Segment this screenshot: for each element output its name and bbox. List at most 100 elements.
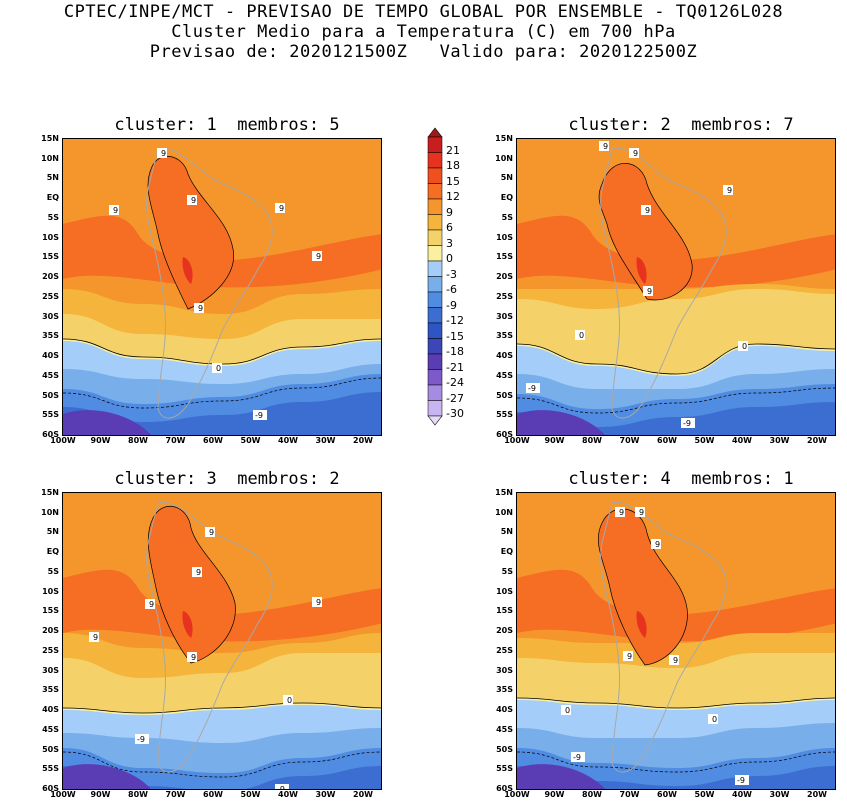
lon-tick-label: 70W: [619, 436, 640, 445]
contour-label-9: 9: [641, 205, 651, 215]
lat-tick-label: 35S: [42, 331, 59, 341]
svg-text:0: 0: [287, 696, 292, 705]
colorbar-svg: [427, 127, 443, 426]
colorbar-swatch: [427, 353, 443, 370]
colorbar-label: 0: [446, 252, 453, 265]
warm-core-12: [182, 611, 193, 638]
lon-tick-label: 90W: [90, 436, 111, 445]
svg-text:-9: -9: [528, 384, 536, 393]
warm-band-9: [517, 569, 835, 642]
lat-tick-label: 5S: [501, 566, 513, 576]
contour-label-0: 0: [575, 330, 585, 340]
south-america-coastline: [146, 147, 273, 419]
lat-tick-label: 10S: [496, 586, 513, 596]
lat-tick-label: 55S: [496, 410, 513, 420]
lon-tick-label: 50W: [240, 790, 261, 799]
warm-band-9: [63, 569, 381, 642]
lat-tick-label: 20S: [42, 272, 59, 282]
contour-label-0: 0: [283, 695, 293, 705]
contour-label-9: 9: [623, 651, 633, 661]
south-america-coastline: [600, 501, 727, 773]
svg-text:-9: -9: [683, 419, 691, 428]
colorbar-swatch: [427, 369, 443, 386]
contour-label-9: 9: [312, 597, 322, 607]
svg-text:-9: -9: [255, 411, 263, 420]
contour-label-9: 9: [157, 148, 167, 158]
lat-tick-label: 60S: [42, 784, 59, 793]
temperature-map-svg: 9 9 9 9 9 0 0 -9 -9: [517, 139, 835, 435]
colorbar-swatch: [427, 400, 443, 417]
svg-text:9: 9: [727, 186, 732, 195]
colorbar-label: -12: [446, 314, 464, 327]
lat-tick-label: 10S: [496, 232, 513, 242]
contour-label-minus-9: -9: [275, 784, 289, 789]
panel-title-4: cluster: 4 membros: 1: [568, 469, 794, 489]
south-america-coastline: [600, 147, 727, 419]
colorbar-swatch: [427, 183, 443, 200]
contour-label-9: 9: [312, 251, 322, 261]
contour-label-9: 9: [109, 205, 119, 215]
colorbar-label: -18: [446, 345, 464, 358]
lon-tick-label: 70W: [165, 790, 186, 799]
lon-tick-label: 50W: [240, 436, 261, 445]
colorbar-label: 3: [446, 236, 453, 250]
lat-tick-label: 15S: [42, 252, 59, 262]
lat-tick-label: 60S: [496, 430, 513, 439]
lon-tick-label: 30W: [315, 790, 336, 799]
lon-tick-label: 80W: [582, 790, 602, 799]
lat-tick-label: 5S: [47, 566, 59, 576]
warm-core-9: [598, 508, 688, 666]
lat-tick-label: 50S: [42, 744, 59, 754]
lat-tick-label: 40S: [42, 351, 59, 361]
lat-tick-label: 40S: [42, 705, 59, 715]
lon-tick-label: 50W: [694, 790, 715, 799]
lon-tick-label: 100W: [50, 436, 76, 445]
svg-text:0: 0: [565, 706, 570, 715]
temperature-map-svg: 9 9 9 9 9 0 0 -9 -9: [517, 493, 835, 789]
contour-label-9: 9: [669, 655, 679, 665]
contour-label-minus-9: -9: [135, 734, 149, 744]
svg-text:9: 9: [316, 598, 321, 607]
lat-tick-label: 45S: [496, 370, 513, 380]
warm-core-9: [147, 155, 234, 310]
lon-tick-label: 60W: [203, 790, 223, 799]
warm-band-9: [517, 215, 835, 288]
colorbar-label: -3: [446, 267, 457, 281]
figure-title-line3: Previsao de: 2020121500Z Valido para: 20…: [149, 42, 698, 62]
svg-text:9: 9: [149, 600, 154, 609]
svg-text:9: 9: [619, 508, 624, 517]
lat-tick-label: 30S: [496, 665, 513, 675]
colorbar-swatch: [427, 338, 443, 355]
lat-tick-label: 20S: [496, 272, 513, 282]
map-panel-cluster-4: 9 9 9 9 9 0 0 -9 -9: [516, 492, 836, 790]
contour-label-9: 9: [194, 303, 204, 313]
lat-tick-label: 15N: [41, 488, 59, 497]
colorbar-label: -9: [446, 298, 457, 312]
lat-tick-label: 15S: [496, 606, 513, 616]
lat-tick-label: 35S: [496, 685, 513, 695]
svg-text:9: 9: [191, 196, 196, 205]
svg-text:-9: -9: [137, 735, 145, 744]
lon-tick-label: 70W: [619, 790, 640, 799]
colorbar-swatch: [427, 260, 443, 277]
svg-text:9: 9: [93, 633, 98, 642]
lat-tick-label: 35S: [42, 685, 59, 695]
colorbar-swatch: [427, 307, 443, 324]
lat-tick-label: 40S: [496, 705, 513, 715]
lat-tick-label: 10N: [495, 507, 513, 517]
lat-tick-label: EQ: [46, 193, 59, 203]
contour-label-9: 9: [187, 195, 197, 205]
warm-band-9: [63, 215, 381, 288]
contour-label-9: 9: [723, 185, 733, 195]
svg-text:9: 9: [196, 568, 201, 577]
lon-tick-label: 30W: [769, 436, 790, 445]
lat-tick-label: 55S: [42, 410, 59, 420]
lon-tick-label: 80W: [582, 436, 602, 445]
lat-tick-label: 60S: [496, 784, 513, 793]
lon-tick-label: 40W: [732, 790, 752, 799]
svg-text:9: 9: [627, 652, 632, 661]
lon-tick-label: 50W: [694, 436, 715, 445]
contour-label-0: 0: [708, 714, 718, 724]
contour-label-9: 9: [89, 632, 99, 642]
contour-label-9: 9: [651, 539, 661, 549]
